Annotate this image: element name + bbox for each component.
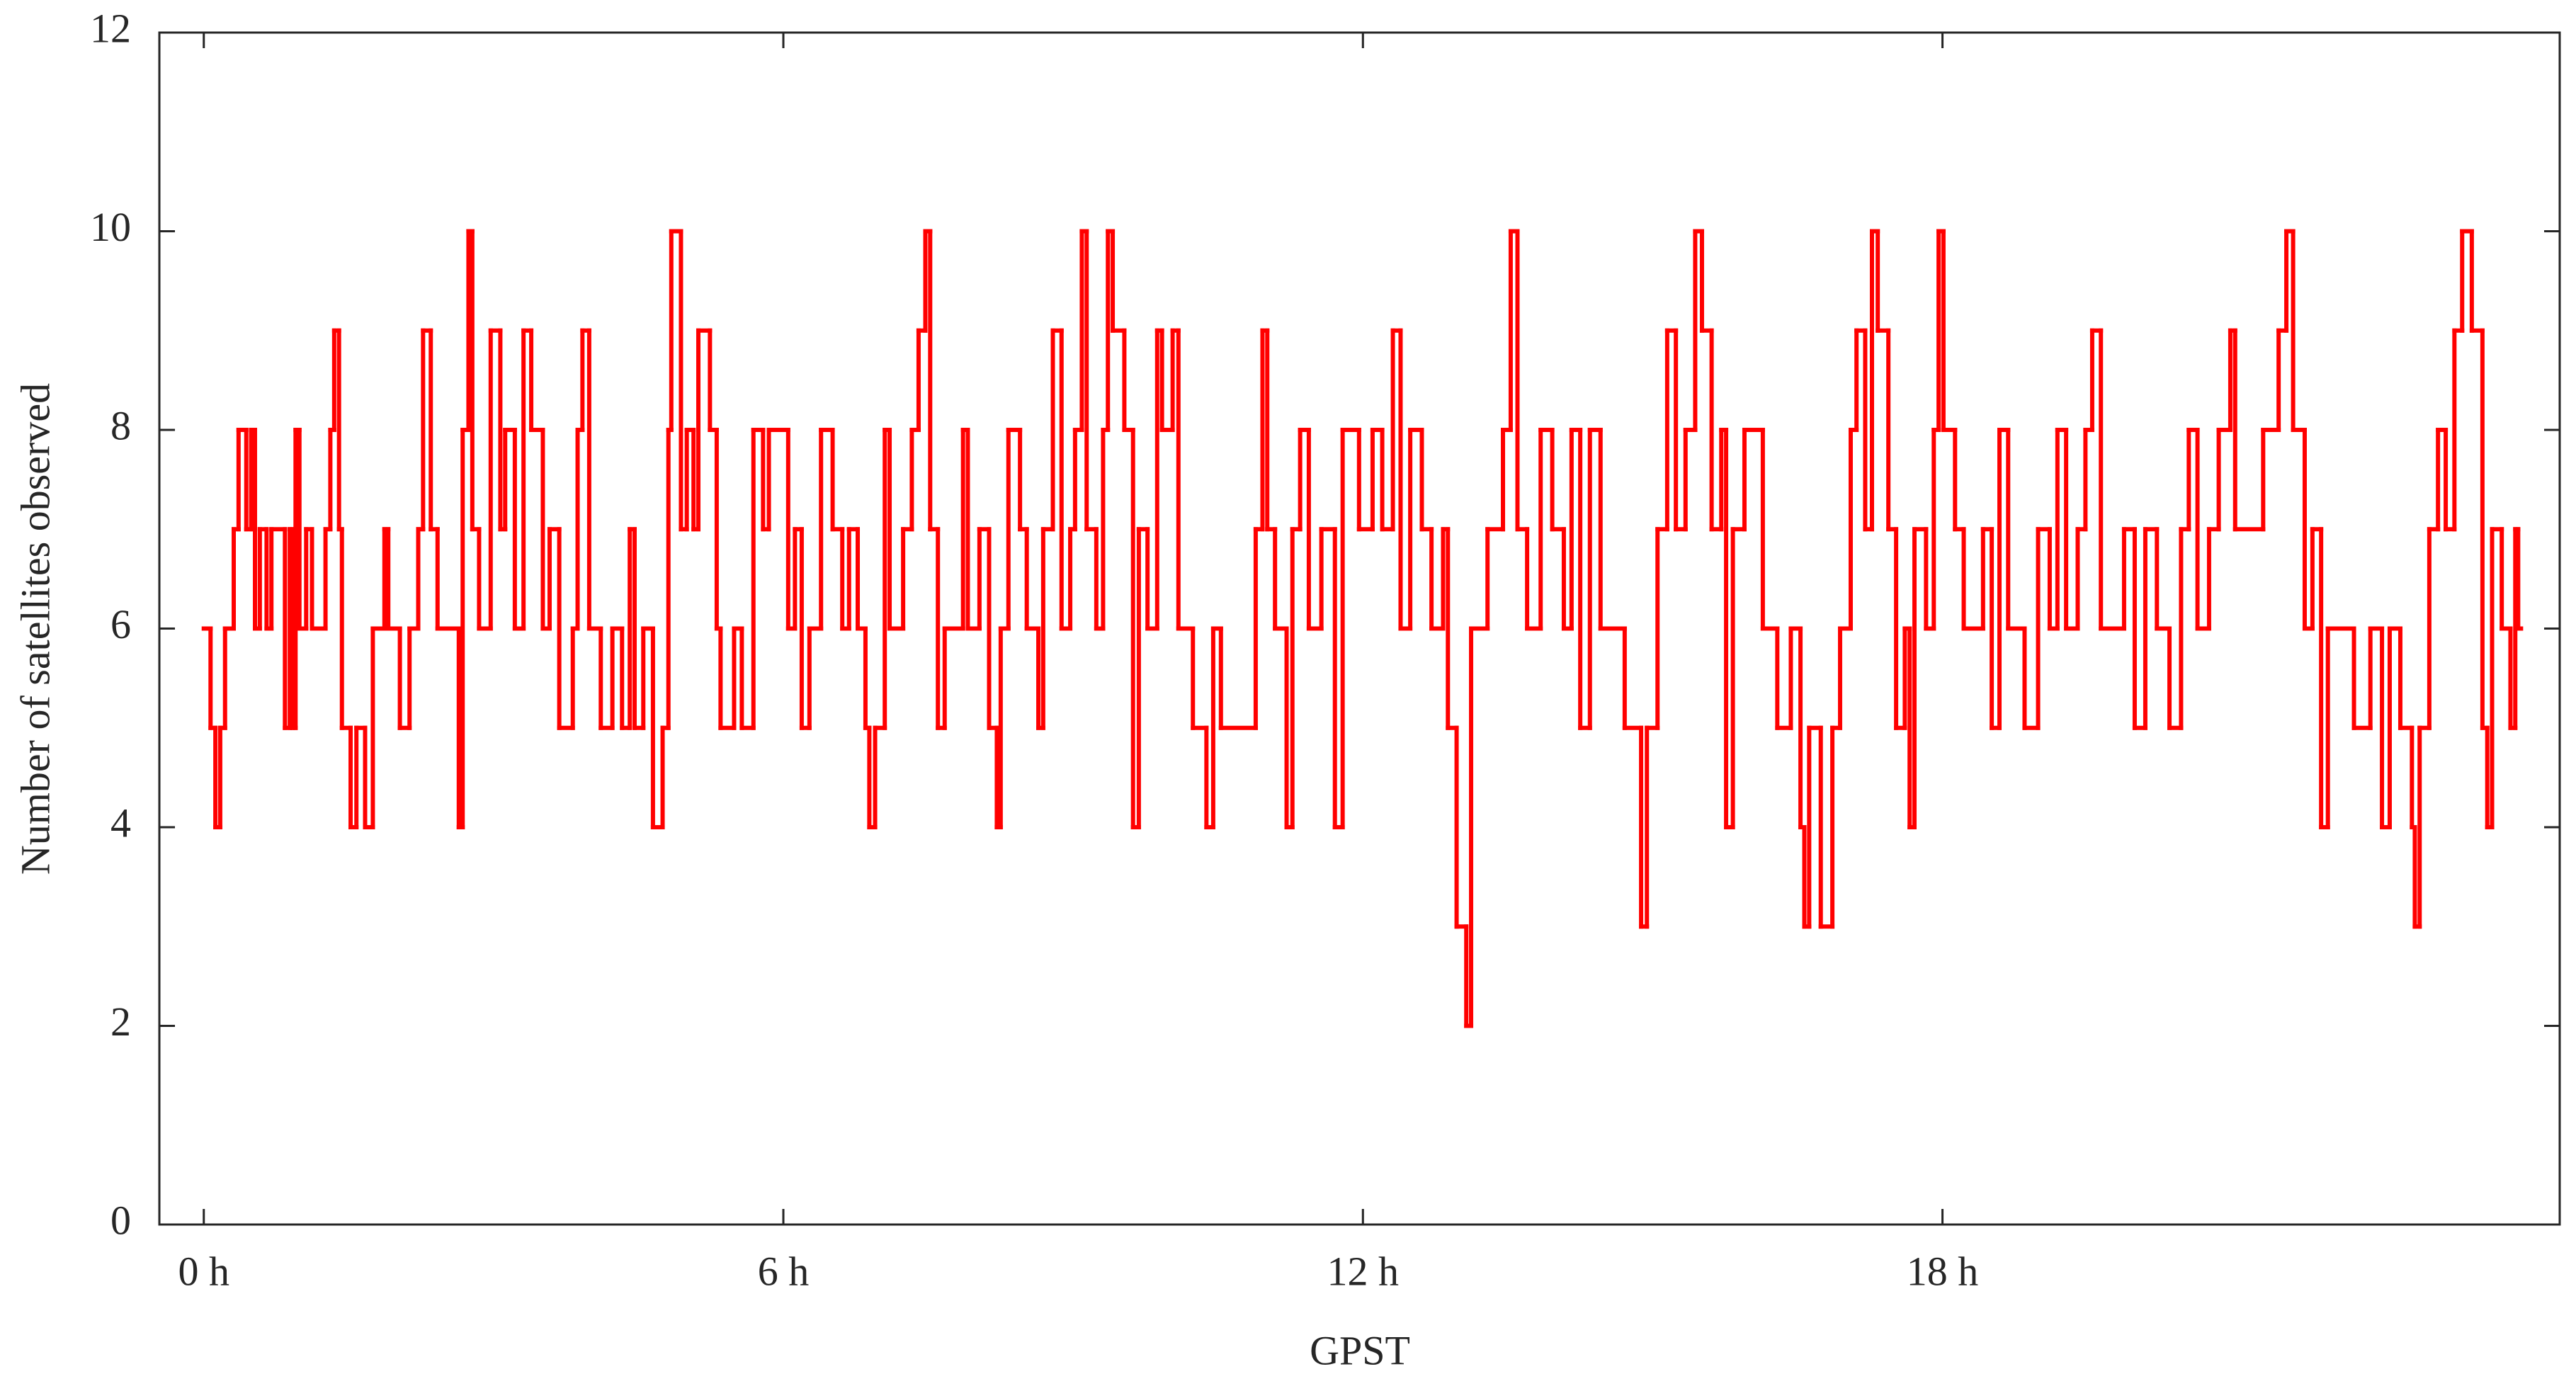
y-tick-label: 8 — [110, 402, 131, 448]
y-tick-label: 12 — [90, 5, 131, 51]
x-tick-label: 6 h — [758, 1248, 810, 1294]
y-tick-label: 10 — [90, 204, 131, 250]
y-tick-label: 6 — [110, 601, 131, 647]
plot-frame — [158, 31, 2561, 1226]
y-axis-label: Number of satellites observed — [12, 383, 58, 875]
x-tick-label: 18 h — [1907, 1248, 1979, 1294]
y-tick-label: 4 — [110, 800, 131, 846]
x-tick-label: 12 h — [1327, 1248, 1400, 1294]
y-tick-label: 2 — [110, 999, 131, 1045]
x-tick-label: 0 h — [178, 1248, 229, 1294]
y-tick-label: 0 — [110, 1197, 131, 1243]
x-axis-label: GPST — [1310, 1327, 1410, 1373]
